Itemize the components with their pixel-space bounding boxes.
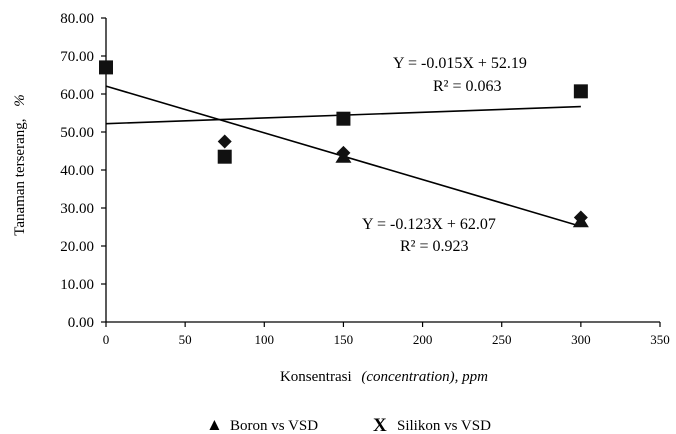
trendline-2-equation: Y = -0.123X + 62.07 [362, 216, 496, 233]
ticks: 0.00 10.00 20.00 30.00 40.00 50.00 60.00 70.00 8… [60, 11, 670, 347]
data-point-triangle [335, 149, 352, 163]
y-tick-label: 40.00 [60, 163, 94, 179]
x-axis-title-italic: (concentration), ppm [361, 369, 488, 385]
y-tick-label: 20.00 [60, 239, 94, 255]
data-point-diamond [217, 134, 232, 149]
y-tick-label: 50.00 [60, 125, 94, 141]
legend-label-boron: Boron vs VSD [230, 418, 318, 434]
trendline-1-r2: R² = 0.063 [433, 78, 502, 95]
data-point-square [99, 60, 113, 75]
data-point-square [217, 149, 232, 164]
legend-marker-boron: ▲ [206, 415, 223, 434]
y-tick-label: 0.00 [68, 315, 94, 331]
data-point-square [573, 84, 588, 99]
y-tick-label: 30.00 [60, 201, 94, 217]
legend-label-silikon: Silikon vs VSD [397, 418, 491, 434]
x-tick-label: 350 [650, 332, 670, 347]
trendline-2-r2: R² = 0.923 [400, 238, 469, 255]
y-axis-title-unit: % [12, 94, 28, 107]
data-points [99, 60, 589, 228]
trendline-1-equation: Y = -0.015X + 52.19 [393, 55, 527, 72]
x-tick-label: 200 [413, 332, 433, 347]
axes [105, 18, 660, 323]
legend-marker-silikon: X [373, 415, 387, 434]
y-tick-label: 60.00 [60, 87, 94, 103]
data-point-triangle [572, 214, 589, 228]
y-axis-title: Tanaman terserang, % [12, 94, 28, 235]
x-tick-label: 100 [255, 332, 275, 347]
x-tick-label: 250 [492, 332, 512, 347]
y-tick-label: 70.00 [60, 49, 94, 65]
x-tick-label: 300 [571, 332, 591, 347]
x-axis-title: Konsentrasi (concentration), ppm [280, 369, 488, 385]
y-tick-label: 10.00 [60, 277, 94, 293]
y-axis-title-main: Tanaman terserang, [12, 119, 28, 236]
data-point-square [336, 111, 351, 126]
x-tick-label: 0 [103, 332, 110, 347]
x-tick-label: 150 [334, 332, 354, 347]
y-tick-label: 80.00 [60, 11, 94, 27]
x-axis-title-main: Konsentrasi [280, 369, 352, 385]
x-tick-label: 50 [179, 332, 192, 347]
legend: ▲ Boron vs VSD X Silikon vs VSD [206, 415, 491, 434]
